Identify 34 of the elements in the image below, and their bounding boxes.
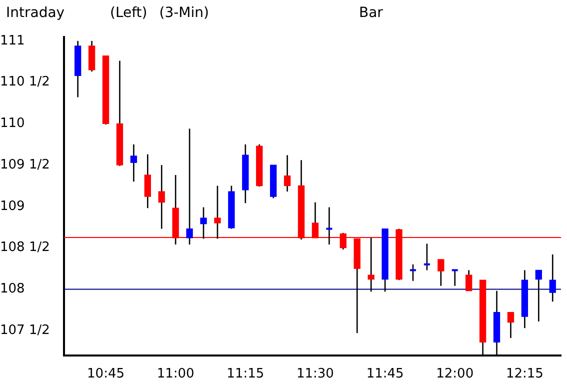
y-tick-label: 108	[0, 282, 25, 297]
y-tick-label: 107 1/2	[0, 322, 50, 338]
text: Bar	[359, 5, 383, 21]
candlestick	[466, 270, 472, 292]
chart-title: Intraday	[6, 5, 66, 21]
y-tick-label: 109 1/2	[0, 157, 50, 172]
text: (3-Min)	[159, 5, 209, 21]
candlestick	[144, 154, 151, 209]
x-tick-label: 10:45	[87, 366, 124, 382]
y-tick-label: 110 1/2	[0, 74, 50, 90]
candlestick	[549, 254, 556, 302]
candlestick	[438, 258, 444, 287]
candlestick	[422, 243, 431, 271]
candlestick	[158, 164, 165, 230]
y-tick-label: 108 1/2	[0, 240, 50, 256]
text: (Left)	[110, 5, 148, 21]
candlestick	[535, 270, 542, 322]
x-tick-label: 12:00	[436, 366, 474, 382]
candlestick	[186, 128, 193, 246]
candlestick	[284, 154, 291, 192]
candlestick	[130, 144, 138, 182]
x-tick-label: 12:15	[506, 366, 544, 382]
candlestick	[450, 269, 459, 287]
candlestick	[200, 206, 207, 240]
x-tick-label: 11:15	[226, 366, 264, 382]
candlestick	[408, 264, 417, 282]
y-tick-label: 111	[0, 33, 25, 48]
y-tick-label: 110	[0, 116, 25, 132]
x-tick-label: 11:00	[156, 366, 194, 382]
x-tick-label: 11:45	[366, 366, 404, 382]
candlestick	[325, 206, 334, 246]
x-tick-label: 11:30	[296, 366, 334, 382]
y-tick-label: 109	[0, 198, 25, 214]
candlestick	[507, 312, 514, 339]
